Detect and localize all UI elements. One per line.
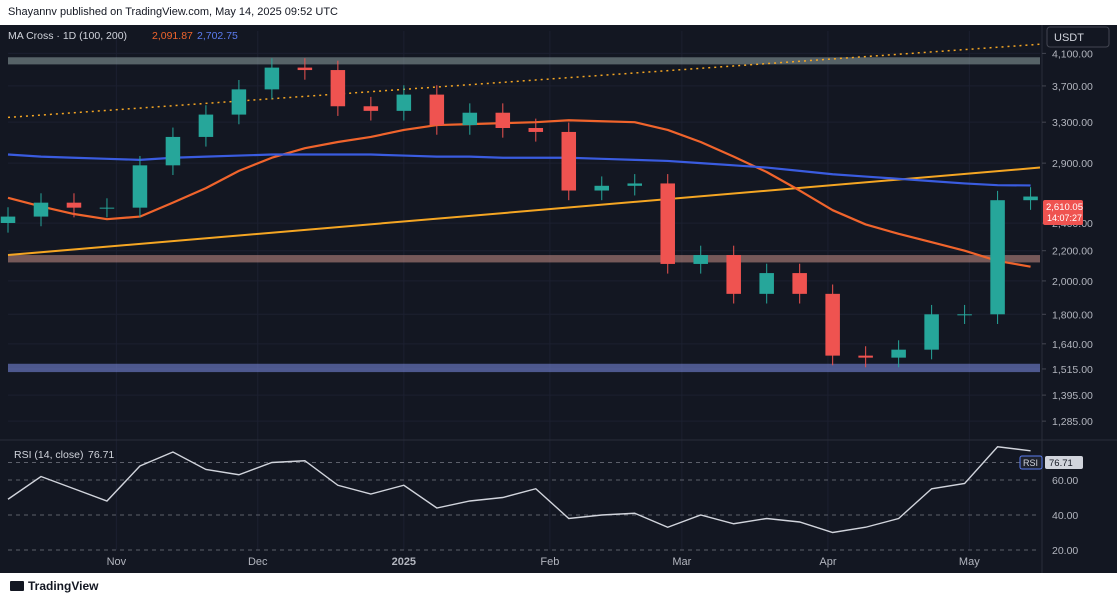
price-tick-label: 3,300.00: [1052, 117, 1093, 129]
candle-body: [0, 216, 16, 223]
grid-lines: [8, 31, 1040, 550]
ma-line-100: [7, 119, 1031, 268]
candle-body: [693, 255, 708, 264]
price-tick-label: 2,000.00: [1052, 276, 1093, 288]
publish-header: Shayannv published on TradingView.com, M…: [8, 6, 338, 18]
candle-body: [99, 207, 115, 209]
time-axis-label: Dec: [248, 556, 268, 568]
zone-support: [8, 255, 1040, 263]
price-tick-label: 3,700.00: [1052, 81, 1093, 93]
rsi-value-tag: [1045, 456, 1083, 469]
price-tick-label: 1,640.00: [1052, 339, 1093, 351]
candle-body: [990, 200, 1005, 315]
candle-body: [33, 202, 49, 217]
footer: TradingView: [0, 573, 1117, 600]
rsi-line: [7, 446, 1031, 534]
time-axis-label: 2025: [392, 556, 416, 568]
candle-body: [462, 112, 478, 126]
candle-body: [165, 136, 181, 166]
candle-body: [660, 183, 675, 264]
zone-support: [8, 363, 1040, 373]
time-axis-label: Mar: [672, 556, 691, 568]
candle-body: [264, 67, 280, 90]
time-axis-label: Apr: [819, 556, 836, 568]
candle-body: [957, 314, 972, 316]
time-axis-ticks: Nov Dec 2025 Feb Mar Apr May: [107, 556, 981, 568]
candle-body: [396, 94, 412, 111]
candle-body: [891, 349, 906, 358]
time-axis-label: Nov: [107, 556, 127, 568]
chart-area[interactable]: 4,100.003,700.003,300.002,900.002,400.00…: [0, 25, 1117, 573]
candle-body: [132, 165, 148, 208]
candle-body: [759, 273, 774, 294]
price-tick-label: 1,800.00: [1052, 309, 1093, 321]
price-tick-label: 1,395.00: [1052, 390, 1093, 402]
rsi-legend-value: 76.71: [88, 449, 114, 461]
ma200-value: 2,702.75: [197, 30, 238, 42]
trendline: [7, 43, 1041, 119]
zones-layer: [8, 57, 1040, 373]
last-price-tag: [1043, 200, 1083, 225]
currency-label: USDT: [1054, 32, 1084, 44]
tradingview-brand: TradingView: [28, 579, 99, 593]
candle-body: [330, 70, 346, 107]
ma-cross-label: MA Cross · 1D (100, 200): [8, 30, 127, 42]
candle-body: [198, 114, 214, 137]
candle-body: [495, 112, 511, 129]
ma100-value: 2,091.87: [152, 30, 193, 42]
price-tick-label: 2,900.00: [1052, 158, 1093, 170]
price-tick-label: 2,200.00: [1052, 246, 1093, 258]
price-axis-ticks: 4,100.003,700.003,300.002,900.002,400.00…: [1042, 48, 1093, 428]
last-price-value: 2,610.05: [1046, 202, 1083, 213]
candle-body: [297, 67, 313, 71]
candle-body: [627, 183, 642, 186]
trendline: [7, 166, 1041, 257]
candle-body: [792, 273, 807, 294]
candle-body: [924, 314, 939, 350]
rsi-tick-label: 20.00: [1052, 545, 1078, 557]
price-tick-label: 1,515.00: [1052, 364, 1093, 376]
currency-badge[interactable]: [1046, 26, 1110, 48]
tradingview-logo-icon: [10, 581, 24, 591]
rsi-tag-box: [1019, 455, 1043, 470]
time-axis-label: May: [959, 556, 980, 568]
time-axis-label: Feb: [540, 556, 559, 568]
candle-countdown: 14:07:27: [1047, 213, 1082, 223]
rsi-tick-label: 40.00: [1052, 510, 1078, 522]
chart-svg[interactable]: 4,100.003,700.003,300.002,900.002,400.00…: [0, 25, 1117, 573]
candle-body: [66, 202, 82, 208]
candle-body: [363, 106, 379, 111]
price-tick-label: 1,285.00: [1052, 416, 1093, 428]
candle-body: [594, 185, 610, 191]
candle-body: [726, 255, 741, 294]
candle-body: [528, 128, 544, 132]
candle-body: [561, 131, 577, 191]
moving-averages-layer: [7, 119, 1031, 268]
tradingview-logo: TradingView: [10, 579, 98, 593]
rsi-layer: [7, 446, 1040, 551]
candle-body: [231, 89, 247, 115]
rsi-label: RSI (14, close): [14, 449, 83, 461]
trendlines-layer: [7, 43, 1041, 257]
candle-body: [858, 355, 873, 358]
candle-body: [825, 293, 840, 356]
candles-layer: [0, 58, 1038, 368]
candle-body: [1023, 196, 1038, 201]
rsi-tick-label: 60.00: [1052, 475, 1078, 487]
rsi-tag-label: RSI: [1023, 458, 1038, 468]
rsi-value-text: 76.71: [1049, 458, 1073, 469]
price-tick-label: 4,100.00: [1052, 48, 1093, 60]
zone-resistance: [8, 57, 1040, 65]
candle-body: [429, 94, 445, 126]
